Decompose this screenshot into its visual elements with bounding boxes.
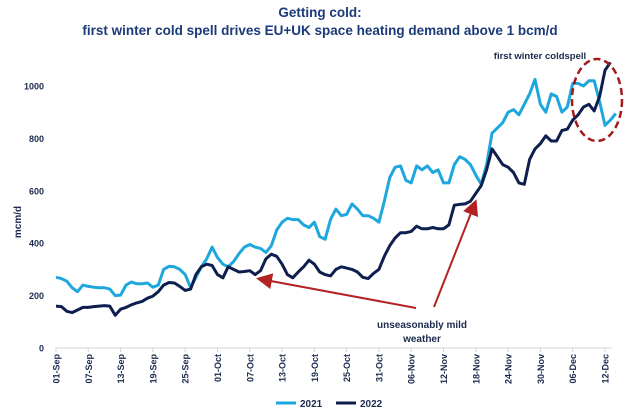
legend: 2021 2022	[276, 399, 383, 410]
x-tick-label: 25-Sep	[181, 353, 191, 383]
coldspell-annotation: first winter coldspell	[494, 51, 586, 62]
y-tick-label: 200	[29, 291, 44, 301]
legend-label-2021: 2021	[300, 399, 323, 410]
y-tick-label: 1000	[24, 82, 44, 92]
y-axis-label: mcm/d	[13, 206, 24, 238]
x-tick-label: 07-Sep	[84, 353, 94, 383]
y-tick-label: 800	[29, 134, 44, 144]
chart-subtitle: first winter cold spell drives EU+UK spa…	[82, 23, 557, 38]
mild-weather-annotation-line1: unseasonably mild	[377, 320, 467, 331]
x-tick-label: 06-Nov	[407, 354, 417, 384]
x-tick-label: 01-Oct	[213, 354, 223, 382]
x-tick-label: 13-Sep	[116, 353, 126, 383]
y-tick-label: 400	[29, 239, 44, 249]
x-tick-label: 31-Oct	[374, 354, 384, 382]
y-tick-label: 600	[29, 186, 44, 196]
x-tick-label: 18-Nov	[471, 354, 481, 384]
legend-label-2022: 2022	[360, 399, 383, 410]
x-tick-label: 06-Dec	[568, 354, 578, 384]
y-tick-label: 0	[39, 344, 44, 354]
x-tick-label: 01-Sep	[52, 353, 62, 383]
mild-weather-annotation-line2: weather	[402, 334, 441, 345]
chart-title: Getting cold:	[278, 5, 361, 20]
x-tick-label: 24-Nov	[504, 354, 514, 384]
x-tick-label: 19-Sep	[148, 353, 158, 383]
coldspell-highlight-ellipse	[570, 57, 624, 143]
series-line-2021	[55, 77, 617, 298]
x-tick-label: 19-Oct	[310, 354, 320, 382]
x-tick-label: 13-Oct	[278, 354, 288, 382]
x-tick-label: 30-Nov	[536, 354, 546, 384]
mild-weather-arrow-left	[256, 273, 417, 309]
x-tick-label: 12-Nov	[439, 354, 449, 384]
mild-weather-arrow-right	[433, 199, 479, 308]
x-tick-label: 25-Oct	[342, 354, 352, 382]
x-tick-label: 12-Dec	[601, 354, 611, 384]
series-line-2022	[55, 61, 612, 317]
x-tick-label: 07-Oct	[245, 354, 255, 382]
